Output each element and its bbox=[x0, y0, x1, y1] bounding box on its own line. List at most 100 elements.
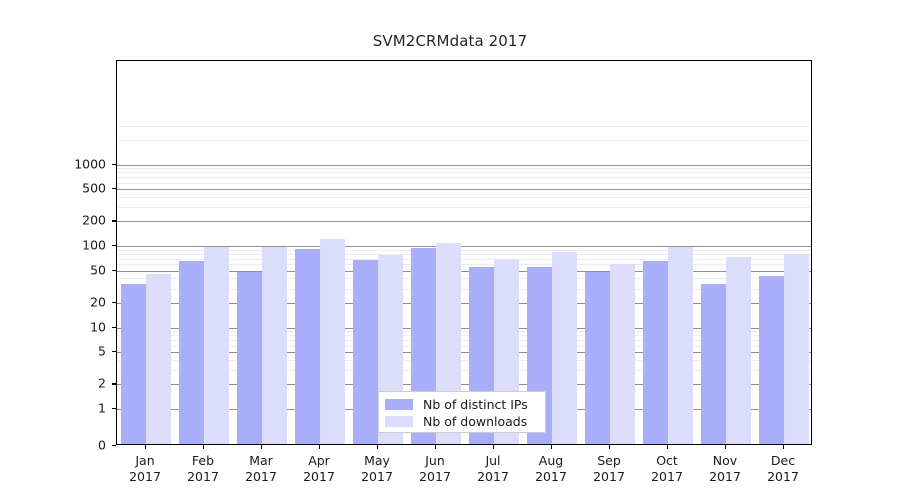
x-tick-month: Jul bbox=[485, 453, 501, 468]
x-tick-label: Jan 2017 bbox=[105, 453, 185, 485]
bar-downloads bbox=[320, 239, 345, 444]
y-tick-label: 100 bbox=[82, 237, 106, 253]
x-tick-mark bbox=[609, 445, 611, 449]
x-tick-month: Apr bbox=[308, 453, 330, 468]
y-tick-mark bbox=[112, 245, 116, 247]
gridline-minor bbox=[117, 125, 811, 127]
bar-downloads bbox=[610, 263, 635, 444]
y-tick-label: 5 bbox=[98, 343, 106, 359]
bar-downloads bbox=[726, 256, 751, 444]
gridline-minor bbox=[117, 182, 811, 184]
y-tick-label: 1 bbox=[98, 400, 106, 416]
y-tick-mark bbox=[112, 383, 116, 385]
bar-distinct-ips bbox=[237, 271, 262, 444]
gridline-minor bbox=[117, 258, 811, 260]
x-tick-year: 2017 bbox=[361, 469, 393, 484]
bar-distinct-ips bbox=[295, 249, 320, 444]
bar-downloads bbox=[146, 273, 171, 444]
y-tick-label: 20 bbox=[90, 294, 106, 310]
x-tick-month: Nov bbox=[712, 453, 738, 468]
x-tick-month: Dec bbox=[770, 453, 796, 468]
x-tick-year: 2017 bbox=[767, 469, 799, 484]
y-tick-mark bbox=[112, 408, 116, 410]
gridline-minor bbox=[117, 168, 811, 170]
x-tick-label: Apr 2017 bbox=[279, 453, 359, 485]
gridline-major bbox=[117, 270, 811, 272]
gridline-major bbox=[117, 384, 811, 386]
bar-downloads bbox=[668, 246, 693, 444]
x-tick-mark bbox=[377, 445, 379, 449]
chart-legend: Nb of distinct IPs Nb of downloads bbox=[378, 391, 546, 433]
x-tick-label: Aug 2017 bbox=[511, 453, 591, 485]
bar-downloads bbox=[784, 254, 809, 444]
x-tick-label: Feb 2017 bbox=[163, 453, 243, 485]
x-tick-mark bbox=[319, 445, 321, 449]
x-tick-month: Mar bbox=[249, 453, 273, 468]
gridline-major bbox=[117, 327, 811, 329]
bar-downloads bbox=[552, 251, 577, 444]
y-tick-mark bbox=[112, 326, 116, 328]
gridline-major bbox=[117, 189, 811, 191]
x-tick-month: May bbox=[364, 453, 390, 468]
gridline-minor bbox=[117, 196, 811, 198]
x-tick-mark bbox=[725, 445, 727, 449]
y-tick-label: 50 bbox=[90, 262, 106, 278]
y-tick-mark bbox=[112, 220, 116, 222]
gridline-minor bbox=[117, 139, 811, 141]
legend-item-ip: Nb of distinct IPs bbox=[385, 396, 539, 413]
x-tick-year: 2017 bbox=[303, 469, 335, 484]
legend-swatch-ip bbox=[385, 399, 413, 410]
x-tick-year: 2017 bbox=[535, 469, 567, 484]
gridline-major bbox=[117, 246, 811, 247]
x-tick-year: 2017 bbox=[477, 469, 509, 484]
y-tick-label: 2 bbox=[98, 375, 106, 391]
gridline-minor bbox=[117, 249, 811, 251]
x-tick-mark bbox=[551, 445, 553, 449]
chart-title: SVM2CRMdata 2017 bbox=[372, 32, 528, 50]
gridline-minor bbox=[117, 288, 811, 290]
gridline-minor bbox=[117, 345, 811, 347]
x-tick-mark bbox=[203, 445, 205, 449]
legend-label-ip: Nb of distinct IPs bbox=[423, 397, 528, 412]
bar-distinct-ips bbox=[121, 284, 146, 444]
bar-distinct-ips bbox=[585, 272, 610, 444]
x-tick-month: Feb bbox=[191, 453, 215, 468]
gridline-major bbox=[117, 302, 811, 304]
gridline-minor bbox=[117, 359, 811, 361]
bar-distinct-ips bbox=[353, 260, 378, 444]
y-tick-label: 0 bbox=[98, 437, 106, 453]
y-tick-label: 10 bbox=[90, 319, 106, 334]
x-tick-label: Sep 2017 bbox=[569, 453, 649, 485]
x-tick-month: Jun bbox=[425, 453, 445, 468]
x-tick-label: May 2017 bbox=[337, 453, 417, 485]
x-tick-year: 2017 bbox=[187, 469, 219, 484]
x-tick-month: Jan bbox=[135, 453, 155, 468]
x-tick-label: Nov 2017 bbox=[685, 453, 765, 485]
bar-downloads bbox=[262, 246, 287, 444]
bars-layer bbox=[117, 61, 811, 444]
gridline-minor bbox=[117, 331, 811, 333]
x-tick-mark bbox=[435, 445, 437, 449]
x-tick-year: 2017 bbox=[419, 469, 451, 484]
y-tick-mark bbox=[112, 351, 116, 353]
x-tick-mark bbox=[493, 445, 495, 449]
gridline-major bbox=[117, 221, 811, 223]
x-tick-year: 2017 bbox=[651, 469, 683, 484]
x-tick-year: 2017 bbox=[709, 469, 741, 484]
y-tick-mark bbox=[112, 163, 116, 165]
gridline-minor bbox=[117, 278, 811, 280]
bar-distinct-ips bbox=[759, 275, 784, 444]
bar-distinct-ips bbox=[179, 260, 204, 444]
legend-item-downloads: Nb of downloads bbox=[385, 413, 539, 430]
bar-distinct-ips bbox=[643, 260, 668, 444]
gridline-minor bbox=[117, 264, 811, 266]
x-tick-mark bbox=[783, 445, 785, 449]
y-tick-label: 200 bbox=[82, 212, 106, 228]
x-tick-year: 2017 bbox=[593, 469, 625, 484]
gridline-major bbox=[117, 352, 811, 354]
x-tick-year: 2017 bbox=[129, 469, 161, 484]
gridline-minor bbox=[117, 340, 811, 342]
x-tick-year: 2017 bbox=[245, 469, 277, 484]
x-tick-label: Dec 2017 bbox=[743, 453, 823, 485]
